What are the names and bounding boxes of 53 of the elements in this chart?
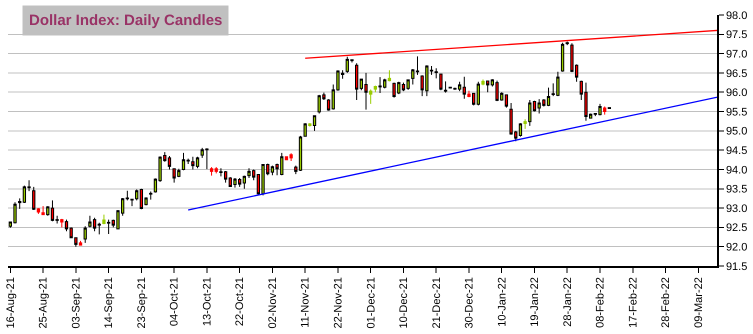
candlestick (603, 106, 606, 116)
x-tick-label: 14-Sep-21 (103, 277, 116, 329)
x-tick-label: 23-Sep-21 (136, 277, 148, 329)
candlestick (149, 190, 152, 200)
x-tick-label: 17-Feb-22 (627, 277, 640, 328)
candlestick (608, 106, 612, 110)
x-tick-label: 10-Dec-21 (398, 277, 410, 329)
candlestick (88, 215, 92, 228)
y-tick-label: 96.0 (726, 87, 748, 100)
x-tick-label: 08-Feb-22 (594, 277, 607, 328)
y-tick-label: 93.0 (726, 202, 748, 215)
x-tick-label: 10-Jan-22 (496, 277, 508, 327)
x-tick-label: 28-Jan-22 (562, 277, 574, 327)
x-tick-label: 01-Dec-21 (365, 277, 378, 329)
x-tick-label: 28-Feb-22 (660, 277, 672, 328)
y-tick-label: 97.0 (726, 48, 748, 60)
x-tick-label: 03-Sep-21 (70, 277, 82, 329)
x-tick-label: 13-Oct-21 (201, 277, 214, 326)
x-tick-label: 22-Oct-21 (234, 277, 246, 326)
candlestick (289, 152, 293, 162)
y-tick-label: 92.0 (726, 242, 748, 254)
candlestick (560, 42, 564, 72)
y-tick-label: 91.5 (726, 260, 748, 273)
x-tick-label: 25-Aug-21 (38, 277, 50, 329)
candlestick (439, 73, 443, 91)
y-tick-label: 98.0 (726, 10, 748, 22)
candlestick (406, 78, 410, 90)
x-tick-label: 16-Aug-21 (4, 277, 17, 329)
y-tick-label: 94.5 (726, 145, 748, 157)
x-tick-label: 22-Nov-21 (332, 277, 345, 329)
x-tick-label: 30-Dec-21 (464, 277, 476, 329)
candlestick (102, 214, 106, 225)
y-tick-label: 94.0 (726, 164, 748, 176)
y-tick-label: 97.5 (726, 29, 748, 42)
candlestick (434, 68, 438, 79)
candlestick (41, 206, 45, 216)
chart-title: Dollar Index: Daily Candles (29, 12, 222, 29)
candlestick (374, 85, 378, 93)
x-tick-label: 19-Jan-22 (529, 277, 542, 327)
y-tick-label: 92.5 (726, 222, 748, 234)
candlestick (566, 41, 569, 46)
candlestick (444, 80, 448, 94)
candlestick (84, 226, 87, 244)
x-tick-label: 11-Nov-21 (300, 277, 312, 328)
x-tick-label: 09-Mar-22 (692, 277, 705, 328)
candlestick (369, 89, 372, 104)
x-tick-label: 02-Nov-21 (266, 277, 279, 329)
x-tick-label: 04-Oct-21 (168, 277, 181, 326)
x-tick-label: 21-Dec-21 (430, 277, 443, 329)
y-tick-label: 95.0 (726, 126, 748, 138)
y-tick-label: 95.5 (726, 106, 748, 118)
y-tick-label: 93.5 (726, 184, 748, 196)
y-tick-label: 96.5 (726, 68, 748, 80)
